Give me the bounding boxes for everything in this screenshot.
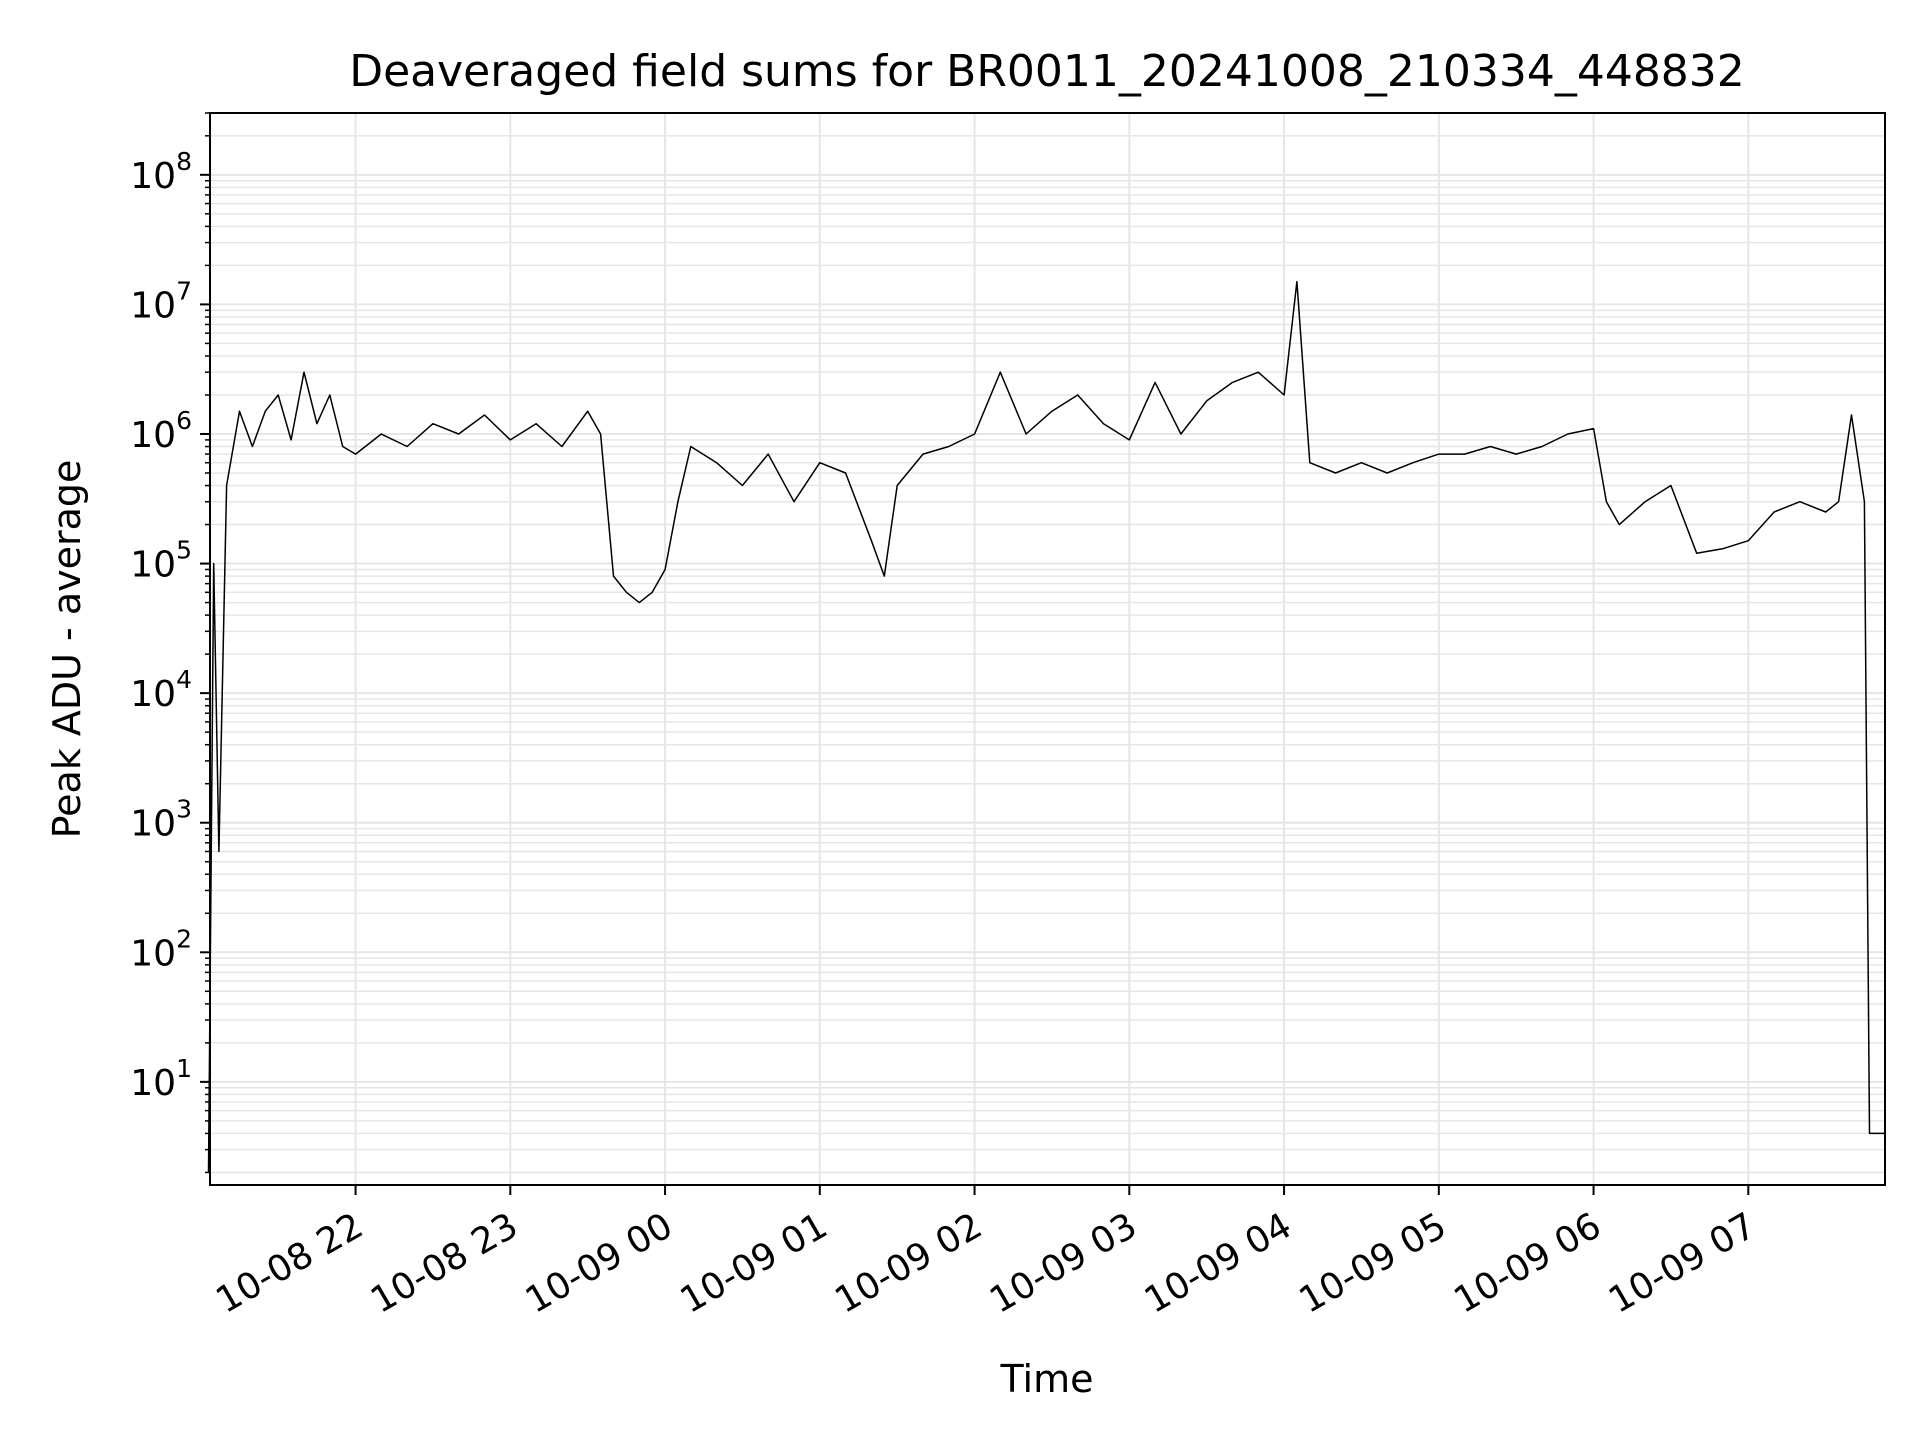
line-layer bbox=[207, 280, 1885, 1173]
y-tick-label: 107 bbox=[130, 276, 192, 326]
chart-title: Deaveraged field sums for BR0011_2024100… bbox=[349, 46, 1745, 97]
y-tick-label: 101 bbox=[130, 1054, 192, 1104]
x-axis-label: Time bbox=[1000, 1357, 1094, 1401]
series-line-0 bbox=[207, 280, 1885, 1173]
y-tick-label: 103 bbox=[130, 795, 192, 845]
y-tick-label: 102 bbox=[130, 924, 192, 974]
y-tick-label: 105 bbox=[130, 536, 192, 586]
y-axis-label: Peak ADU - average bbox=[45, 460, 89, 839]
plot-frame bbox=[209, 112, 1886, 1186]
y-tick-label: 106 bbox=[130, 406, 192, 456]
y-tick-label: 104 bbox=[130, 665, 192, 715]
y-tick-label: 108 bbox=[130, 147, 192, 197]
grid-layer bbox=[210, 112, 1885, 1185]
